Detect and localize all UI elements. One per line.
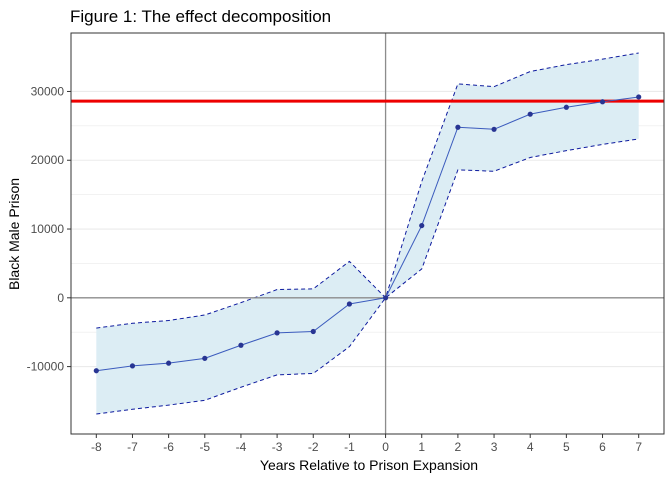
data-point	[599, 99, 606, 105]
ci-lower-bound	[96, 138, 639, 415]
x-tick-label: 3	[491, 440, 498, 454]
x-tick-label: -3	[272, 440, 283, 454]
data-point	[166, 360, 172, 366]
data-point	[93, 368, 99, 374]
y-tick-label: 30000	[31, 84, 65, 98]
plot-area: -8 -7 -6 -5 -4 -3 -2 -1 0 1 2 3 4 5 6 7 -10000 0 10000 2000…	[27, 32, 665, 454]
y-tick-label: -10000	[27, 360, 65, 374]
x-tick-label: 6	[599, 440, 606, 454]
data-point	[491, 126, 497, 132]
x-tick-label: -7	[127, 440, 138, 454]
y-tick-label: 20000	[31, 153, 65, 167]
data-point	[419, 222, 425, 229]
data-point	[310, 328, 316, 335]
data-point	[382, 295, 389, 301]
y-axis-title: Black Male Prison	[6, 178, 22, 290]
x-tick-label: -5	[199, 440, 210, 454]
x-tick-label: -8	[91, 440, 102, 454]
y-tick-label: 0	[57, 291, 64, 305]
x-tick-label: 2	[455, 440, 462, 454]
x-tick-label: -1	[344, 440, 355, 454]
data-point	[202, 355, 208, 361]
chart-title: Figure 1: The effect decomposition	[70, 7, 331, 26]
data-point	[274, 330, 280, 336]
y-tick-label: 10000	[31, 222, 65, 236]
data-point	[129, 363, 136, 369]
x-tick-label: -2	[308, 440, 319, 454]
x-tick-label: 5	[563, 440, 570, 454]
x-tick-label: 1	[418, 440, 425, 454]
x-tick-label: -4	[236, 440, 247, 454]
series-line	[96, 96, 639, 372]
ci-upper-bound	[96, 52, 639, 329]
x-axis-title: Years Relative to Prison Expansion	[260, 457, 478, 473]
confidence-band	[96, 52, 639, 415]
data-point	[238, 342, 244, 348]
x-tick-label: 0	[382, 440, 389, 454]
data-point	[455, 124, 461, 130]
data-point	[527, 111, 533, 117]
data-point	[346, 301, 353, 307]
x-tick-label: 4	[527, 440, 534, 454]
plot-frame	[70, 32, 665, 435]
x-tick-label: -6	[163, 440, 174, 454]
data-point	[563, 104, 569, 110]
x-tick-label: 7	[635, 440, 642, 454]
data-point	[636, 94, 642, 100]
